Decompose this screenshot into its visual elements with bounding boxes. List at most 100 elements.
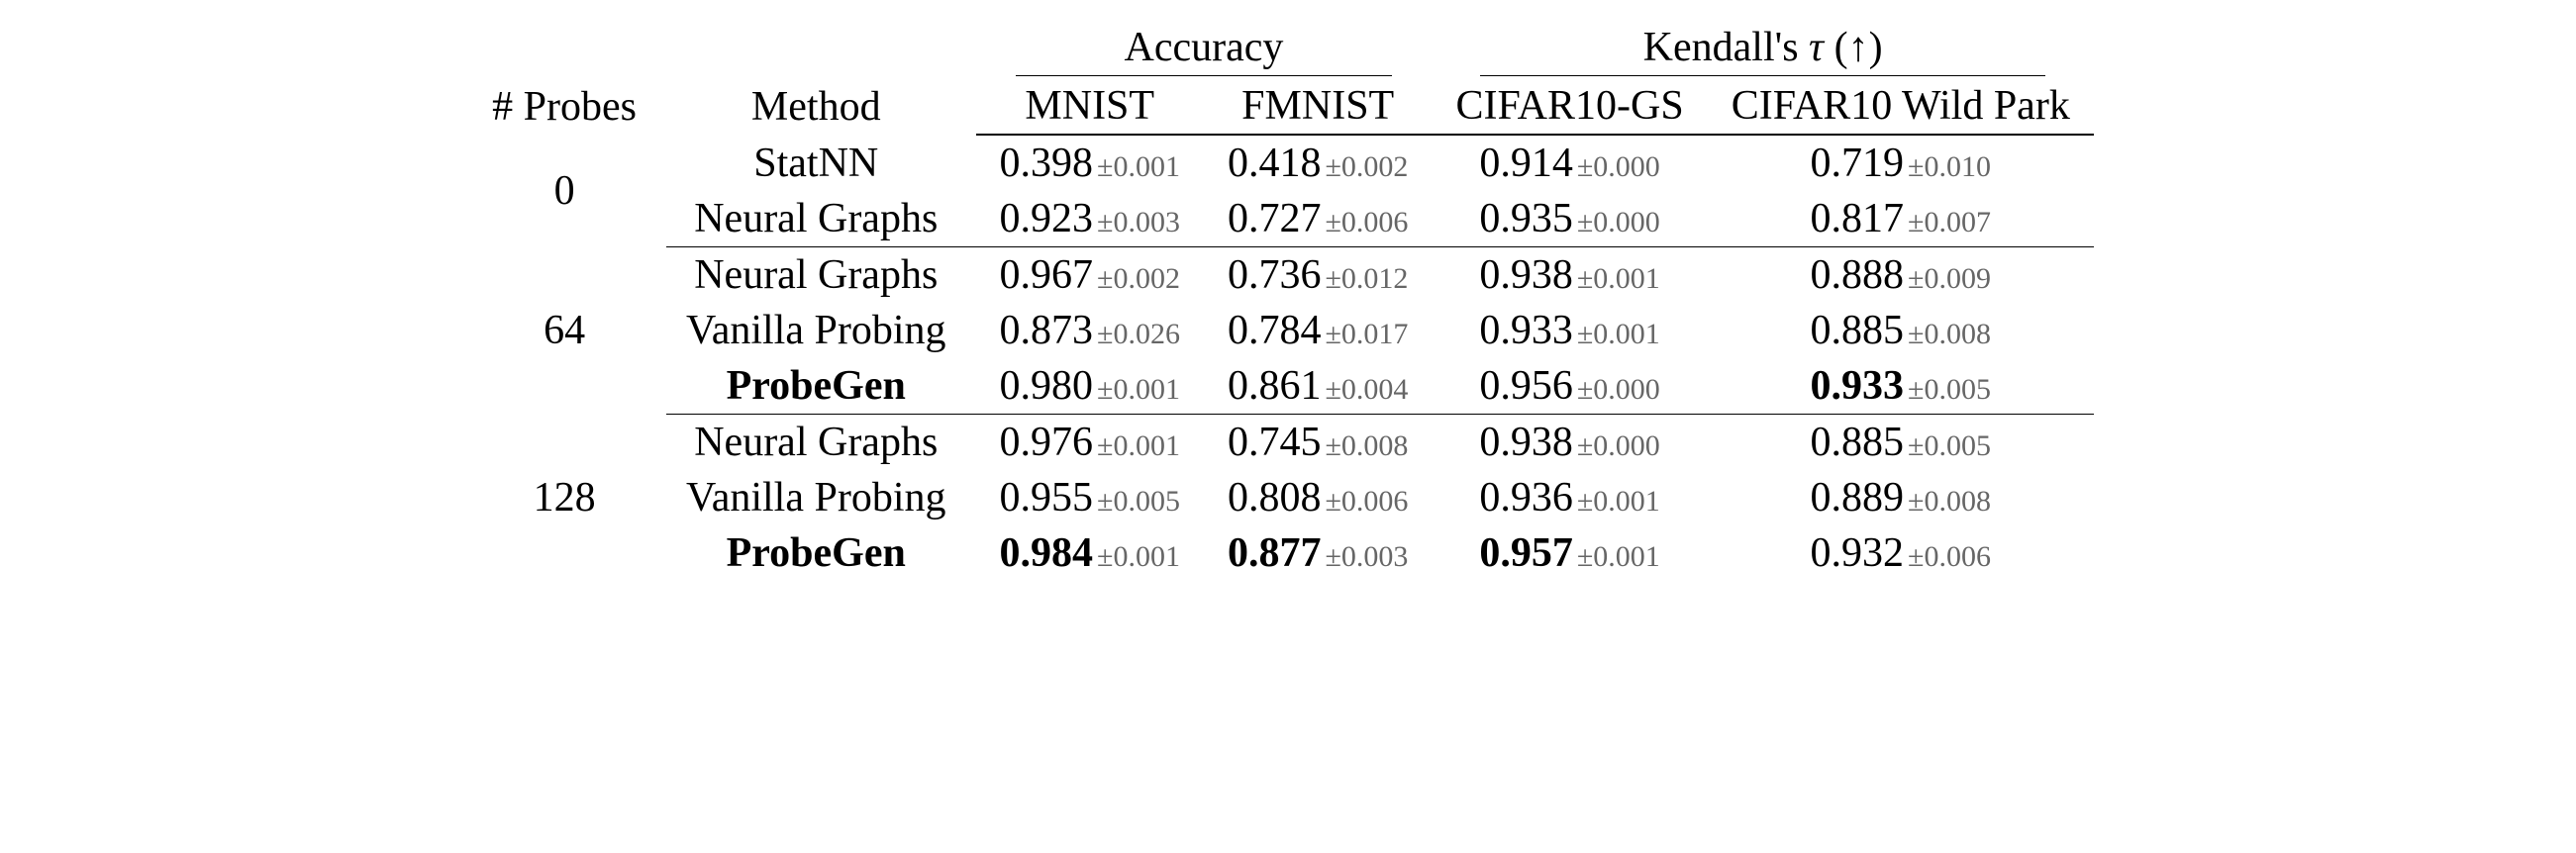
value-cifar-wp: 0.817 [1811,196,1905,241]
method-name: ProbeGen [666,358,975,415]
cell-mnist: 0.955±0.005 [976,470,1204,525]
cell-cifar-wp: 0.932±0.006 [1708,525,2094,581]
cell-cifar-gs: 0.938±0.001 [1432,247,1707,304]
value-mnist: 0.980 [1000,363,1094,409]
value-fmnist: 0.745 [1228,420,1322,465]
cell-cifar-wp: 0.817±0.007 [1708,191,2094,247]
value-fmnist: 0.877 [1228,530,1322,576]
error-fmnist: ±0.006 [1321,206,1408,238]
method-name: Vanilla Probing [666,470,975,525]
cell-cifar-gs: 0.938±0.000 [1432,415,1707,471]
header-cifar-gs: CIFAR10-GS [1432,78,1707,135]
error-cifar-wp: ±0.008 [1904,318,1991,350]
value-mnist: 0.984 [1000,530,1094,576]
value-cifar-gs: 0.957 [1479,530,1573,576]
error-fmnist: ±0.012 [1321,262,1408,295]
table-body: 0StatNN0.398±0.0010.418±0.0020.914±0.000… [482,135,2094,581]
value-fmnist: 0.727 [1228,196,1322,241]
error-fmnist: ±0.008 [1321,429,1408,462]
value-cifar-wp: 0.719 [1811,141,1905,186]
error-cifar-gs: ±0.000 [1573,429,1660,462]
value-fmnist: 0.861 [1228,363,1322,409]
header-mnist: MNIST [976,78,1204,135]
header-kendall-label: Kendall's τ (↑) [1480,24,2045,76]
method-name: Neural Graphs [666,247,975,304]
value-fmnist: 0.418 [1228,141,1322,186]
table-row: Neural Graphs0.923±0.0030.727±0.0060.935… [482,191,2094,247]
cell-cifar-wp: 0.885±0.005 [1708,415,2094,471]
table-row: 64Neural Graphs0.967±0.0020.736±0.0120.9… [482,247,2094,304]
table-row: Vanilla Probing0.955±0.0050.808±0.0060.9… [482,470,2094,525]
error-fmnist: ±0.006 [1321,485,1408,518]
probes-count: 64 [482,247,666,415]
cell-cifar-gs: 0.933±0.001 [1432,303,1707,358]
value-fmnist: 0.784 [1228,308,1322,353]
value-cifar-wp: 0.889 [1811,475,1905,521]
header-method: Method [666,20,975,135]
value-mnist: 0.923 [1000,196,1094,241]
cell-fmnist: 0.784±0.017 [1204,303,1432,358]
value-mnist: 0.967 [1000,252,1094,298]
error-cifar-wp: ±0.007 [1904,206,1991,238]
error-mnist: ±0.002 [1093,262,1180,295]
error-cifar-gs: ±0.001 [1573,485,1660,518]
header-accuracy-group: Accuracy [976,20,1433,78]
value-cifar-gs: 0.914 [1479,141,1573,186]
table-row: 128Neural Graphs0.976±0.0010.745±0.0080.… [482,415,2094,471]
cell-fmnist: 0.861±0.004 [1204,358,1432,415]
table-row: 0StatNN0.398±0.0010.418±0.0020.914±0.000… [482,135,2094,191]
method-name: Neural Graphs [666,191,975,247]
value-fmnist: 0.808 [1228,475,1322,521]
error-cifar-gs: ±0.001 [1573,262,1660,295]
value-mnist: 0.976 [1000,420,1094,465]
error-mnist: ±0.001 [1093,429,1180,462]
cell-mnist: 0.923±0.003 [976,191,1204,247]
value-cifar-gs: 0.956 [1479,363,1573,409]
cell-mnist: 0.984±0.001 [976,525,1204,581]
cell-cifar-wp: 0.885±0.008 [1708,303,2094,358]
method-name: Neural Graphs [666,415,975,471]
method-name: StatNN [666,135,975,191]
cell-cifar-wp: 0.719±0.010 [1708,135,2094,191]
cell-cifar-wp: 0.889±0.008 [1708,470,2094,525]
table-row: ProbeGen0.984±0.0010.877±0.0030.957±0.00… [482,525,2094,581]
table-row: ProbeGen0.980±0.0010.861±0.0040.956±0.00… [482,358,2094,415]
value-mnist: 0.955 [1000,475,1094,521]
cell-cifar-gs: 0.935±0.000 [1432,191,1707,247]
cell-fmnist: 0.808±0.006 [1204,470,1432,525]
error-cifar-gs: ±0.000 [1573,150,1660,183]
error-mnist: ±0.026 [1093,318,1180,350]
kendall-prefix: Kendall's [1643,25,1809,70]
cell-mnist: 0.980±0.001 [976,358,1204,415]
value-cifar-wp: 0.888 [1811,252,1905,298]
cell-fmnist: 0.727±0.006 [1204,191,1432,247]
header-cifar-wp: CIFAR10 Wild Park [1708,78,2094,135]
error-mnist: ±0.005 [1093,485,1180,518]
value-cifar-gs: 0.933 [1479,308,1573,353]
cell-cifar-gs: 0.957±0.001 [1432,525,1707,581]
kendall-suffix: (↑) [1824,25,1882,70]
cell-cifar-wp: 0.888±0.009 [1708,247,2094,304]
error-mnist: ±0.003 [1093,206,1180,238]
error-cifar-wp: ±0.005 [1904,373,1991,406]
value-cifar-gs: 0.935 [1479,196,1573,241]
cell-fmnist: 0.877±0.003 [1204,525,1432,581]
table-row: Vanilla Probing0.873±0.0260.784±0.0170.9… [482,303,2094,358]
cell-cifar-wp: 0.933±0.005 [1708,358,2094,415]
cell-cifar-gs: 0.936±0.001 [1432,470,1707,525]
error-fmnist: ±0.004 [1321,373,1408,406]
cell-cifar-gs: 0.956±0.000 [1432,358,1707,415]
cell-mnist: 0.967±0.002 [976,247,1204,304]
cell-fmnist: 0.745±0.008 [1204,415,1432,471]
error-cifar-gs: ±0.000 [1573,206,1660,238]
results-table: # Probes Method Accuracy Kendall's τ (↑)… [482,20,2094,581]
kendall-tau: τ [1809,25,1824,70]
error-mnist: ±0.001 [1093,540,1180,573]
error-cifar-wp: ±0.005 [1904,429,1991,462]
error-cifar-gs: ±0.000 [1573,373,1660,406]
value-cifar-wp: 0.932 [1811,530,1905,576]
error-cifar-wp: ±0.009 [1904,262,1991,295]
cell-fmnist: 0.736±0.012 [1204,247,1432,304]
value-mnist: 0.398 [1000,141,1094,186]
probes-count: 0 [482,135,666,247]
